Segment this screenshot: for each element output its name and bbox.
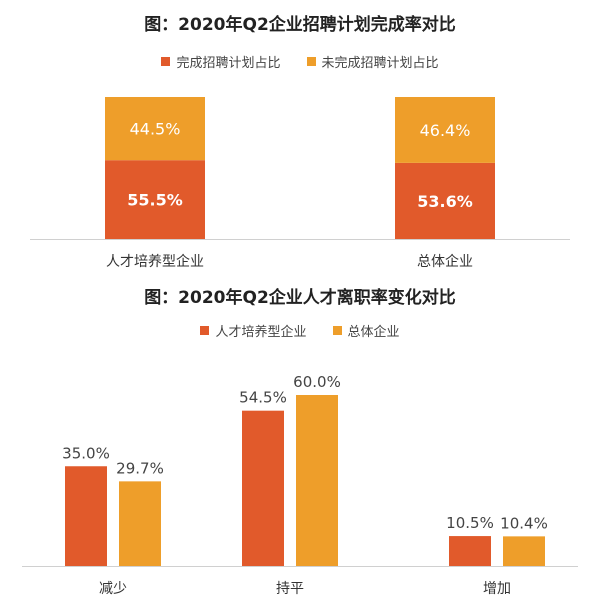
chart1-data-label-1-1: 46.4% bbox=[420, 121, 471, 140]
chart2-bar-2-0 bbox=[449, 536, 491, 566]
chart2-category-label-1: 持平 bbox=[276, 581, 304, 597]
chart1-bar-1-1 bbox=[395, 97, 495, 163]
chart2-legend-swatch-overall bbox=[332, 326, 342, 335]
chart1-bar-0-0 bbox=[105, 160, 205, 239]
chart2-data-label-1-1: 60.0% bbox=[293, 373, 341, 391]
chart1-title: 图：2020年Q2企业招聘计划完成率对比 bbox=[144, 15, 456, 35]
chart2-category-label-0: 减少 bbox=[99, 581, 127, 597]
chart1-legend-item-completed: 完成招聘计划占比 bbox=[161, 52, 281, 71]
chart2-data-label-2-0: 10.5% bbox=[446, 514, 494, 532]
chart2-plot: 35.0% 29.7% 减少 54.5% 60.0% 持平 10.5% 10.4% 增加 bbox=[22, 373, 578, 597]
chart2-data-label-0-0: 35.0% bbox=[62, 444, 110, 462]
chart1-legend-label-completed: 完成招聘计划占比 bbox=[176, 56, 281, 71]
chart2-bar-2-1 bbox=[503, 536, 545, 566]
chart2-title: 图：2020年Q2企业人才离职率变化对比 bbox=[144, 288, 456, 308]
chart2-legend-item-talent: 人才培养型企业 bbox=[200, 321, 307, 340]
chart2-legend-item-overall: 总体企业 bbox=[332, 321, 400, 340]
chart2-legend: 人才培养型企业 总体企业 bbox=[0, 321, 600, 340]
chart1-category-label-0: 人才培养型企业 bbox=[106, 253, 204, 270]
chart2-legend-label-talent: 人才培养型企业 bbox=[215, 325, 307, 340]
chart2-data-label-2-1: 10.4% bbox=[500, 514, 548, 532]
chart2-data-label-0-1: 29.7% bbox=[116, 459, 164, 477]
chart1-bar-1-0 bbox=[395, 162, 495, 239]
chart1-bar-0-1 bbox=[105, 97, 205, 161]
chart2-bar-0-0 bbox=[65, 466, 107, 566]
chart1-data-label-0-1: 44.5% bbox=[130, 120, 181, 139]
chart1-legend: 完成招聘计划占比 未完成招聘计划占比 bbox=[0, 52, 600, 71]
chart2-category-label-2: 增加 bbox=[483, 581, 511, 597]
chart1-legend-swatch-uncompleted bbox=[306, 57, 316, 66]
chart1-legend-item-uncompleted: 未完成招聘计划占比 bbox=[306, 52, 439, 71]
chart1-data-label-0-0: 55.5% bbox=[127, 191, 183, 210]
chart1-legend-swatch-completed bbox=[161, 57, 171, 66]
chart1-legend-label-uncompleted: 未完成招聘计划占比 bbox=[321, 56, 439, 71]
chart2-bar-1-0 bbox=[242, 410, 284, 566]
chart2-legend-label-overall: 总体企业 bbox=[347, 325, 400, 340]
chart1-data-label-1-0: 53.6% bbox=[417, 192, 473, 211]
chart2-legend-swatch-talent bbox=[200, 326, 210, 335]
chart2-data-label-1-0: 54.5% bbox=[239, 389, 287, 407]
chart1-category-label-1: 总体企业 bbox=[417, 253, 473, 270]
chart1-plot: 55.5% 44.5% 人才培养型企业 53.6% 46.4% 总体企业 bbox=[30, 97, 570, 270]
chart2-bar-1-1 bbox=[296, 395, 338, 566]
chart2-bar-0-1 bbox=[119, 481, 161, 566]
